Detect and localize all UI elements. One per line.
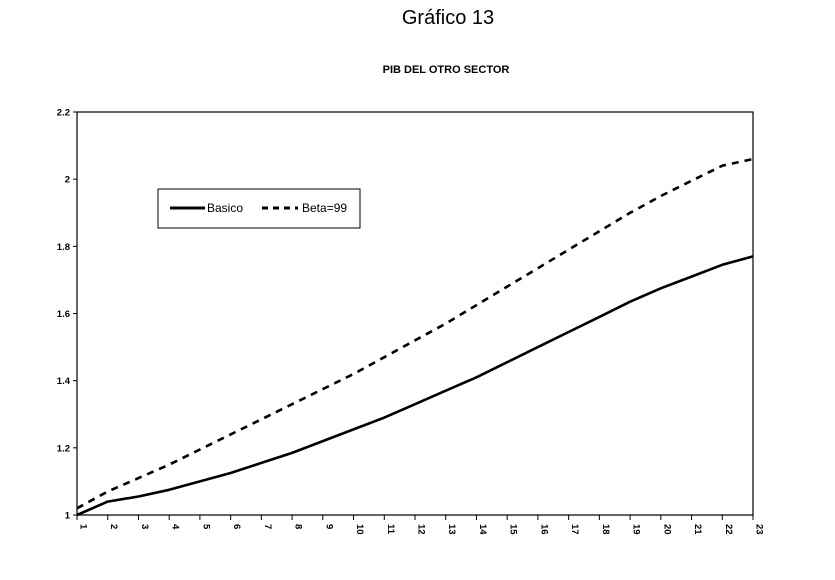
- x-tick-label: 2: [108, 524, 119, 529]
- x-tick-label: 13: [446, 524, 457, 535]
- x-tick-label: 8: [293, 524, 304, 529]
- y-tick-label: 2.2: [57, 108, 70, 119]
- y-tick-label: 1.6: [57, 309, 70, 320]
- x-tick-label: 4: [170, 524, 181, 530]
- x-tick-label: 22: [723, 524, 734, 535]
- y-tick-label: 1.2: [57, 443, 70, 454]
- x-tick-label: 20: [661, 524, 672, 535]
- series-line-basico: [76, 255, 754, 517]
- legend: Basico Beta=99: [157, 188, 361, 229]
- x-tick-label: 5: [200, 524, 211, 530]
- series-line-beta-99: [76, 157, 754, 510]
- x-axis: 1 2 3 4 5 6 7 8 9 10 11 12 13 14 15 16 17 18 19 20 21 22 23: [76, 515, 765, 535]
- y-tick-label: 1.8: [57, 242, 70, 253]
- y-tick-label: 1: [65, 511, 71, 522]
- x-tick-label: 12: [416, 524, 427, 535]
- y-tick-label: 2: [65, 175, 70, 186]
- series-layer: [76, 157, 754, 517]
- x-tick-label: 9: [323, 524, 334, 529]
- x-tick-label: 3: [139, 524, 150, 529]
- x-tick-label: 19: [631, 524, 642, 535]
- x-tick-label: 17: [569, 524, 580, 535]
- x-tick-label: 7: [262, 524, 273, 529]
- chart-title: PIB DEL OTRO SECTOR: [383, 64, 510, 76]
- figure-title: Gráfico 13: [402, 7, 494, 29]
- x-tick-label: 14: [477, 524, 488, 535]
- x-tick-label: 21: [692, 524, 703, 535]
- x-tick-label: 10: [354, 524, 365, 535]
- legend-label-basico: Basico: [207, 201, 243, 215]
- legend-label-beta99: Beta=99: [302, 201, 347, 215]
- y-axis: 1 1.2 1.4 1.6 1.8 2 2.2: [57, 108, 77, 522]
- x-tick-label: 11: [385, 524, 396, 535]
- x-tick-label: 18: [600, 524, 611, 535]
- x-tick-label: 23: [754, 524, 765, 535]
- plot-area-frame: [76, 111, 754, 516]
- x-tick-label: 16: [538, 524, 549, 535]
- x-tick-label: 6: [231, 524, 242, 529]
- x-tick-label: 1: [78, 524, 89, 530]
- y-tick-label: 1.4: [57, 376, 71, 387]
- x-tick-label: 15: [508, 524, 519, 535]
